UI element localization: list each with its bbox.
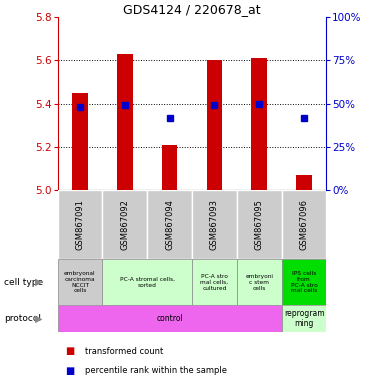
Bar [237, 190, 282, 259]
Text: PC-A stromal cells,
sorted: PC-A stromal cells, sorted [120, 277, 175, 288]
Text: GSM867093: GSM867093 [210, 199, 219, 250]
Text: reprogram
ming: reprogram ming [284, 309, 324, 328]
Bar [102, 190, 147, 259]
Text: GSM867096: GSM867096 [299, 199, 309, 250]
Bar [237, 259, 282, 305]
Text: ▶: ▶ [35, 314, 43, 324]
Bar [58, 190, 102, 259]
Text: IPS cells
from
PC-A stro
mal cells: IPS cells from PC-A stro mal cells [290, 271, 318, 293]
Text: GSM867094: GSM867094 [165, 199, 174, 250]
Text: cell type: cell type [4, 278, 43, 287]
Text: percentile rank within the sample: percentile rank within the sample [85, 366, 227, 375]
Bar [102, 259, 192, 305]
Text: embryonal
carcinoma
NCCIT
cells: embryonal carcinoma NCCIT cells [64, 271, 96, 293]
Text: ▶: ▶ [35, 277, 43, 287]
Bar [147, 190, 192, 259]
Text: ■: ■ [65, 366, 74, 376]
Text: control: control [156, 314, 183, 323]
Text: PC-A stro
mal cells,
cultured: PC-A stro mal cells, cultured [200, 274, 229, 291]
Text: embryoni
c stem
cells: embryoni c stem cells [245, 274, 273, 291]
Text: GSM867092: GSM867092 [120, 199, 129, 250]
Bar [58, 305, 282, 332]
Bar [117, 54, 132, 190]
Bar [162, 145, 177, 190]
Bar [282, 259, 326, 305]
Text: ■: ■ [65, 346, 74, 356]
Bar [58, 259, 102, 305]
Bar [282, 305, 326, 332]
Bar [296, 175, 312, 190]
Text: transformed count: transformed count [85, 347, 164, 356]
Title: GDS4124 / 220678_at: GDS4124 / 220678_at [123, 3, 261, 16]
Bar [72, 93, 88, 190]
Bar [252, 58, 267, 190]
Text: GSM867095: GSM867095 [255, 199, 264, 250]
Text: protocol: protocol [4, 314, 41, 323]
Bar [192, 259, 237, 305]
Bar [282, 190, 326, 259]
Bar [192, 190, 237, 259]
Bar [207, 61, 222, 190]
Text: GSM867091: GSM867091 [75, 199, 85, 250]
